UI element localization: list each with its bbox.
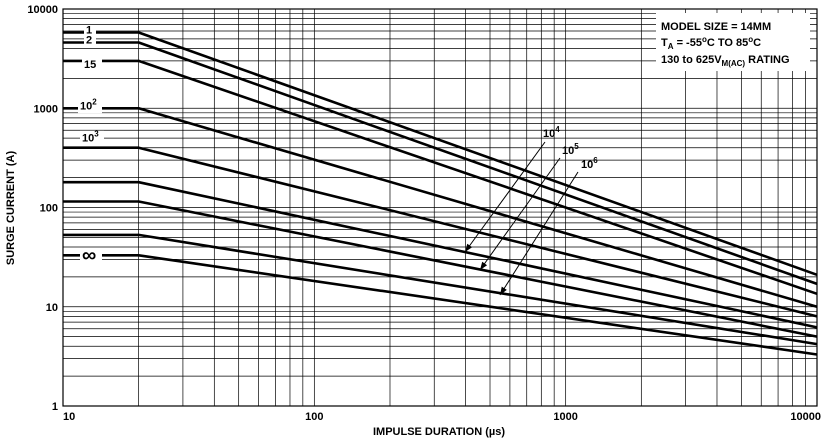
curve-line	[63, 146, 818, 318]
curves	[63, 31, 818, 356]
curve-label-bg	[80, 130, 104, 143]
curve-label: 104	[543, 125, 560, 140]
curve-label: 2	[86, 34, 92, 46]
curve-label-bg	[82, 53, 102, 66]
y-tick-label: 10	[46, 302, 58, 314]
grid-lines	[63, 9, 817, 406]
y-tick-label: 1	[52, 401, 58, 413]
curve-label-bg	[84, 35, 96, 48]
x-tick-label: 10	[63, 411, 75, 423]
x-tick-label: 1000	[553, 411, 577, 423]
curve-label: 1	[86, 24, 92, 36]
plot-frame	[62, 8, 818, 407]
curve-label-arrow	[464, 141, 546, 253]
y-axis-title: SURGE CURRENT (A)	[5, 151, 17, 266]
info-voltage-rating: 130 to 625VM(AC) RATING	[661, 54, 790, 68]
curve-label: 103	[82, 130, 99, 145]
info-temperature: TA = -55oC TO 85oC	[661, 35, 761, 51]
curve-line	[63, 200, 818, 338]
curve-label-bg	[78, 101, 102, 114]
y-tick-label: 100	[40, 203, 58, 215]
curve-label-arrow	[479, 157, 561, 271]
tick-labels: 10 100 1000 10000 1 10 100 1000 10000	[27, 4, 821, 423]
curve-label: 106	[581, 156, 598, 171]
curve-line	[63, 254, 818, 356]
arrowhead	[465, 243, 473, 252]
curve-label-arrow	[499, 171, 579, 296]
curve-line	[63, 180, 818, 329]
x-tick-label: 100	[305, 411, 323, 423]
curve-labels: 12 15 102 103 ∞	[78, 24, 104, 266]
curve-label: ∞	[82, 244, 96, 266]
curve-label: 15	[84, 59, 96, 71]
y-tick-label: 1000	[34, 103, 58, 115]
curve-label: 102	[80, 97, 97, 112]
info-model-size: MODEL SIZE = 14MM	[661, 21, 771, 33]
arrowhead	[500, 286, 507, 295]
y-tick-label: 10000	[27, 4, 58, 16]
curve-label: 105	[562, 142, 579, 157]
curve-label-bg	[80, 248, 102, 261]
info-box-background	[656, 13, 810, 71]
x-tick-label: 10000	[790, 411, 821, 423]
curve-line	[63, 233, 818, 346]
curve-label-bg	[84, 25, 96, 38]
x-axis-title: IMPULSE DURATION (µs)	[373, 426, 505, 438]
arrowhead	[480, 261, 488, 270]
